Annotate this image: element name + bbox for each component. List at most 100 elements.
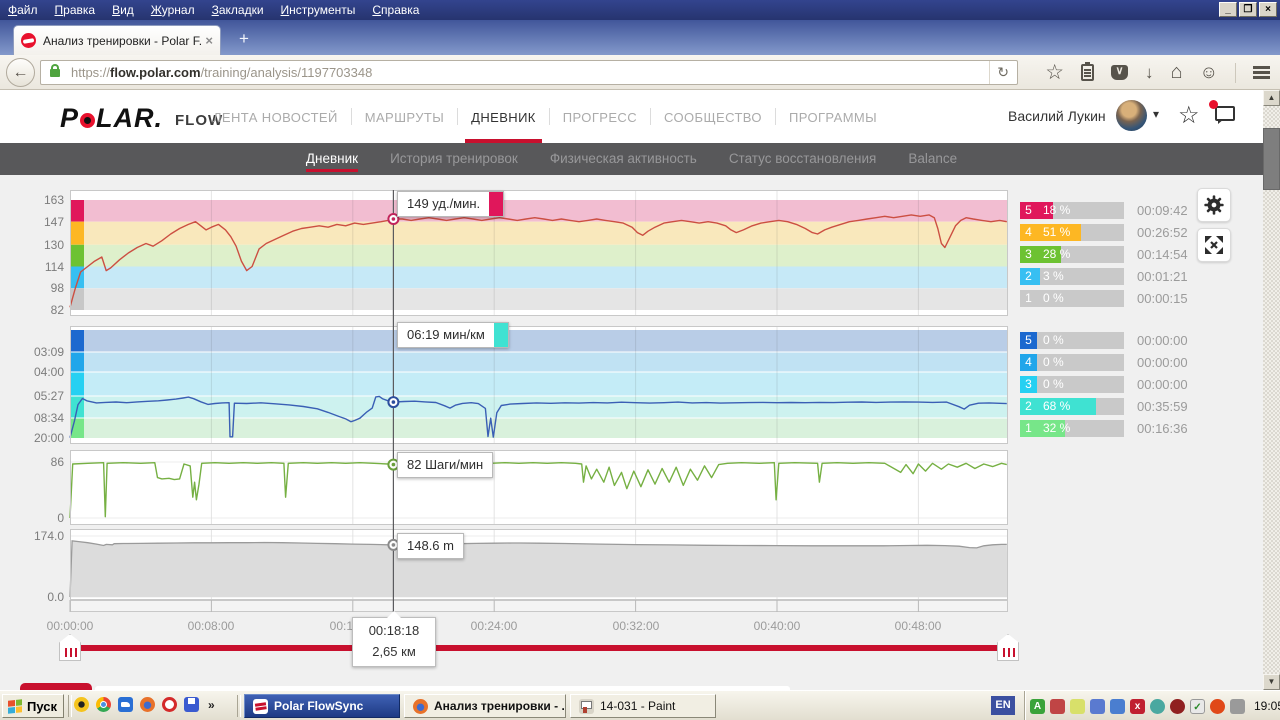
shield-icon[interactable]: x [1130,698,1145,714]
firefox-icon [413,698,428,714]
taskbar-window-button[interactable]: 14-031 - Paint [570,694,716,718]
menu-item[interactable]: Инструменты [280,3,356,17]
menu-item[interactable]: Вид [112,3,134,17]
user-name[interactable]: Василий Лукин [1008,108,1106,124]
notification-badge [1209,100,1218,109]
quick-launch-overflow-icon[interactable]: » [208,697,215,712]
altitude-chart[interactable] [69,529,1008,600]
main-nav-item[interactable]: МАРШРУТЫ [364,110,445,125]
chrome-icon[interactable] [96,697,111,712]
network-icon[interactable] [1110,698,1125,714]
gear-icon [1204,195,1224,215]
subnav-item[interactable]: Balance [908,151,958,166]
scroll-up-icon[interactable]: ▲ [1263,90,1280,106]
url-text: https://flow.polar.com/training/analysis… [71,65,372,80]
alert-icon[interactable] [1210,698,1225,714]
subnav-item[interactable]: История тренировок [390,151,518,166]
zone-row: 1 32 % 00:16:36 [1020,420,1220,437]
reload-icon[interactable]: ↻ [989,61,1017,84]
menu-item[interactable]: Закладки [211,3,264,17]
subnav-item[interactable]: Дневник [305,143,359,175]
back-button[interactable]: ← [6,58,35,87]
pocket-icon[interactable]: ∨ [1111,65,1129,80]
notes-icon[interactable] [1070,698,1085,714]
x-axis-tick: 00:24:00 [470,619,518,633]
opera-icon[interactable] [162,697,177,712]
partial-panel [95,686,790,690]
settings-button[interactable] [1197,188,1231,222]
chevron-down-icon[interactable]: ▾ [1153,107,1160,121]
scrollbar[interactable]: ▲ ▼ [1263,90,1280,690]
favorites-star-icon[interactable]: ☆ [1178,102,1200,129]
zone-bar-track: 51 % [1037,224,1124,241]
restore-button[interactable]: ❐ [1239,2,1257,17]
clipboard-icon[interactable] [1081,62,1095,81]
cadence-chart[interactable] [69,450,1008,525]
notifications-icon[interactable] [1215,106,1235,124]
x-axis-tick: 00:40:00 [753,619,801,633]
tab-close-icon[interactable]: × [205,33,213,48]
torrent-icon[interactable] [1090,698,1105,714]
menu-item[interactable]: Справка [372,3,420,17]
range-slider-right-handle[interactable] [997,634,1019,661]
taskbar-window-button[interactable]: Анализ тренировки - ... [404,694,566,718]
antivirus-a-icon[interactable]: A [1030,698,1045,714]
url-bar[interactable]: https://flow.polar.com/training/analysis… [40,60,1018,85]
browser-tab[interactable]: Анализ тренировки - Polar F... × [13,25,221,55]
menu-item[interactable]: Журнал [150,3,195,17]
range-slider-left-handle[interactable] [59,634,81,661]
main-nav-item[interactable]: ЛЕНТА НОВОСТЕЙ [213,110,338,125]
language-indicator[interactable]: EN [991,696,1015,715]
minimize-button[interactable]: _ [1219,2,1237,17]
fullscreen-button[interactable] [1197,228,1231,262]
cursor-time: 00:18:18 [368,623,420,638]
avatar[interactable] [1116,100,1147,131]
messenger-icon[interactable] [74,697,89,712]
altitude-tooltip: 148.6 m [397,533,464,559]
guard-icon[interactable] [1170,698,1185,714]
mail-client-icon[interactable] [118,697,133,712]
download-icon[interactable]: ↓ [1145,63,1154,82]
zone-bar-track: 3 % [1037,268,1124,285]
scrollbar-thumb[interactable] [1263,128,1280,190]
menu-item[interactable]: Правка [54,3,96,17]
bug-icon[interactable] [1050,698,1065,714]
cadence-line [69,461,1007,519]
logo-flow: FLOW [175,112,224,129]
speaker-icon[interactable] [1230,698,1245,714]
charts-canvas[interactable] [0,175,1263,690]
logo-text-lar: LAR. [96,103,164,133]
subnav-item[interactable]: Физическая активность [549,151,697,166]
logo-text-p: P [60,103,80,133]
pace-chart[interactable] [69,326,1008,444]
mail-check-icon[interactable]: ✓ [1190,698,1205,714]
subnav-item[interactable]: Статус восстановления [728,151,877,166]
main-nav-item[interactable]: ПРОГРЕСС [562,110,637,125]
star-icon[interactable]: ☆ [1045,61,1065,84]
scroll-down-icon[interactable]: ▼ [1263,674,1280,690]
zone-number: 4 [1020,354,1037,371]
range-slider-track[interactable] [70,645,1008,651]
partial-red-button[interactable] [20,683,92,690]
polar-logo[interactable]: P LAR. FLOW [60,103,223,134]
heart_rate-chart[interactable] [69,190,1008,316]
main-nav-item[interactable]: ДНЕВНИК [465,90,542,143]
zone-number: 4 [1020,224,1037,241]
close-button[interactable]: × [1259,2,1277,17]
save-icon[interactable] [184,697,199,712]
start-button[interactable]: Пуск [2,694,64,718]
home-icon[interactable]: ⌂ [1170,61,1183,83]
main-nav-item[interactable]: СООБЩЕСТВО [663,110,762,125]
new-tab-button[interactable]: + [239,29,249,48]
firefox-icon[interactable] [140,697,155,712]
taskbar-window-button[interactable]: Polar FlowSync [244,694,400,718]
feedback-icon[interactable]: ☺ [1199,62,1218,82]
webcam-icon[interactable] [1150,698,1165,714]
menu-item[interactable]: Файл [8,3,38,17]
zone-time: 00:14:54 [1137,247,1188,262]
main-nav-item[interactable]: ПРОГРАММЫ [788,110,878,125]
menu-icon[interactable] [1253,66,1270,69]
zone-time: 00:16:36 [1137,421,1188,436]
zone-bar-fill [1037,268,1040,285]
